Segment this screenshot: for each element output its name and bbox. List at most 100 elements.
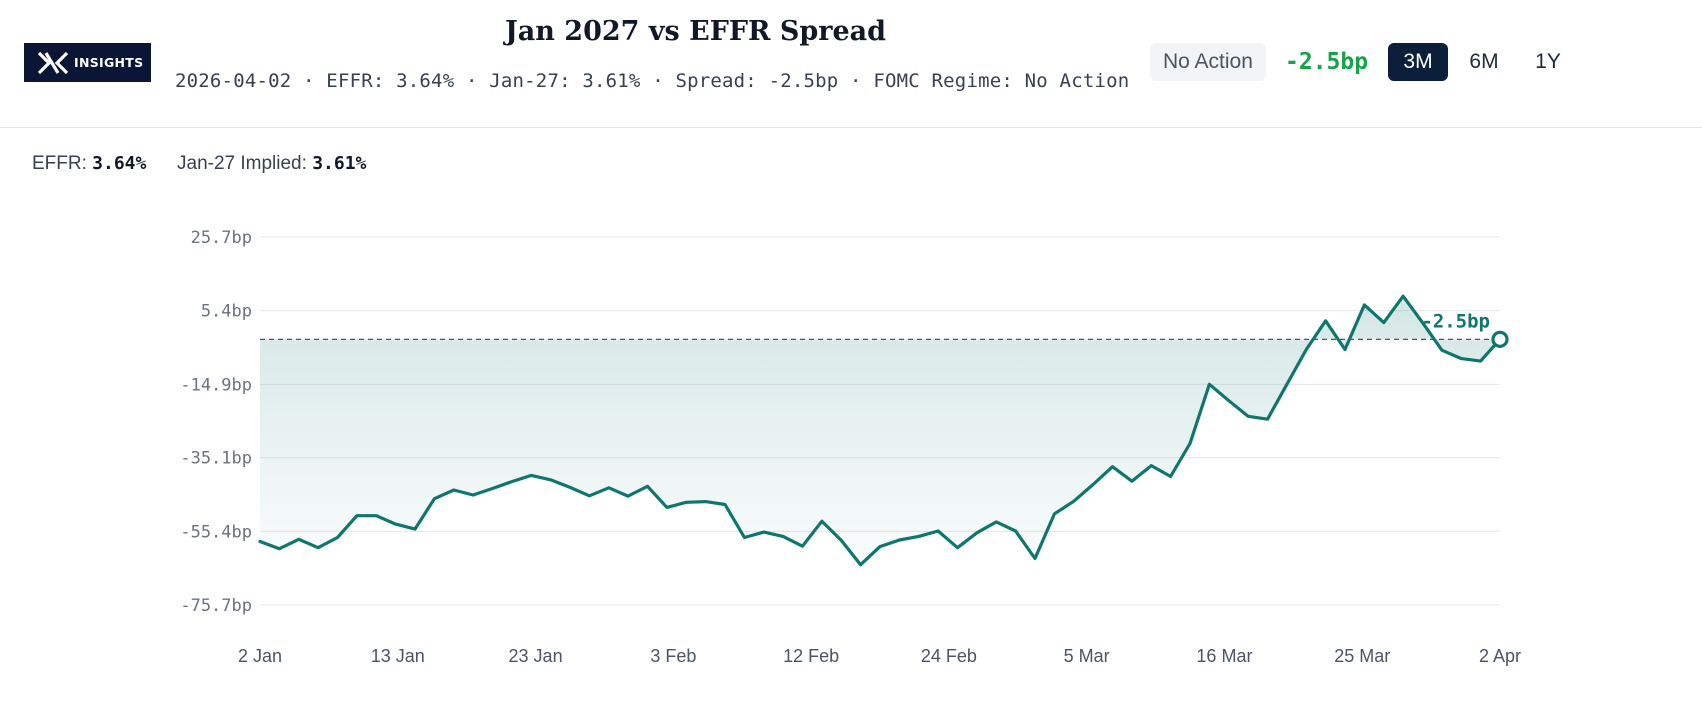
data-point[interactable] bbox=[1245, 413, 1251, 419]
x-tick-label: 2 Jan bbox=[238, 646, 282, 666]
x-tick-label: 16 Mar bbox=[1196, 646, 1252, 666]
data-point[interactable] bbox=[296, 536, 302, 542]
data-point[interactable] bbox=[800, 543, 806, 549]
effr-label: EFFR: bbox=[32, 153, 87, 174]
last-value-label: -2.5bp bbox=[1421, 310, 1490, 332]
spread-area bbox=[260, 296, 1500, 565]
regime-badge: No Action bbox=[1150, 43, 1266, 81]
data-point[interactable] bbox=[451, 487, 457, 493]
header: INSIGHTS Jan 2027 vs EFFR Spread 2026-04… bbox=[0, 0, 1702, 128]
data-point[interactable] bbox=[586, 493, 592, 499]
data-point[interactable] bbox=[548, 477, 554, 483]
data-point[interactable] bbox=[1361, 302, 1367, 308]
chart-title: Jan 2027 vs EFFR Spread bbox=[505, 16, 887, 47]
data-point[interactable] bbox=[393, 521, 399, 527]
effr-readout: EFFR: 3.64% bbox=[32, 153, 146, 175]
data-point[interactable] bbox=[1032, 556, 1038, 562]
data-point[interactable] bbox=[354, 513, 360, 519]
data-point[interactable] bbox=[1265, 416, 1271, 422]
implied-value: 3.61% bbox=[312, 153, 367, 174]
data-point[interactable] bbox=[412, 526, 418, 532]
y-tick-label: 25.7bp bbox=[191, 228, 252, 248]
data-point[interactable] bbox=[431, 496, 437, 502]
data-point[interactable] bbox=[741, 534, 747, 540]
range-button-3m[interactable]: 3M bbox=[1388, 43, 1448, 81]
data-point[interactable] bbox=[1187, 441, 1193, 447]
data-point[interactable] bbox=[1090, 482, 1096, 488]
data-point[interactable] bbox=[877, 544, 883, 550]
data-point[interactable] bbox=[1226, 398, 1232, 404]
x-tick-label: 12 Feb bbox=[783, 646, 839, 666]
data-point[interactable] bbox=[1206, 381, 1212, 387]
data-point[interactable] bbox=[1168, 474, 1174, 480]
data-point[interactable] bbox=[1400, 293, 1406, 299]
data-point[interactable] bbox=[858, 562, 864, 568]
x-tick-label: 25 Mar bbox=[1334, 646, 1390, 666]
data-point[interactable] bbox=[683, 499, 689, 505]
data-point[interactable] bbox=[1342, 347, 1348, 353]
implied-readout: Jan-27 Implied: 3.61% bbox=[177, 153, 366, 175]
data-point[interactable] bbox=[335, 534, 341, 540]
data-point[interactable] bbox=[664, 504, 670, 510]
effr-value: 3.64% bbox=[92, 153, 147, 174]
data-point[interactable] bbox=[1439, 347, 1445, 353]
data-point[interactable] bbox=[761, 529, 767, 535]
data-point[interactable] bbox=[1148, 463, 1154, 469]
data-point[interactable] bbox=[509, 479, 515, 485]
data-point[interactable] bbox=[470, 492, 476, 498]
data-point[interactable] bbox=[490, 486, 496, 492]
data-point[interactable] bbox=[1478, 358, 1484, 364]
range-button-6m[interactable]: 6M bbox=[1469, 50, 1499, 73]
x-tick-label: 5 Mar bbox=[1064, 646, 1110, 666]
logo[interactable]: INSIGHTS bbox=[24, 43, 151, 82]
data-point[interactable] bbox=[722, 501, 728, 507]
data-point[interactable] bbox=[1303, 347, 1309, 353]
data-point[interactable] bbox=[703, 499, 709, 505]
y-tick-label: 5.4bp bbox=[201, 302, 252, 322]
data-point[interactable] bbox=[373, 513, 379, 519]
data-point[interactable] bbox=[1284, 381, 1290, 387]
data-point[interactable] bbox=[1110, 464, 1116, 470]
y-tick-label: -35.1bp bbox=[180, 449, 252, 469]
y-tick-label: -55.4bp bbox=[180, 522, 252, 542]
x-axis-ticks: 2 Jan 13 Jan 23 Jan 3 Feb 12 Feb 24 Feb 5 Mar 1… bbox=[238, 646, 1521, 666]
data-point[interactable] bbox=[838, 537, 844, 543]
data-point[interactable] bbox=[1458, 356, 1464, 362]
data-point[interactable] bbox=[567, 484, 573, 490]
last-value-marker[interactable] bbox=[1491, 330, 1509, 348]
x-tick-label: 3 Feb bbox=[650, 646, 696, 666]
data-point[interactable] bbox=[528, 472, 534, 478]
spread-chart[interactable]: 25.7bp5.4bp-14.9bp-35.1bp-55.4bp-75.7bp … bbox=[0, 127, 1702, 702]
data-point[interactable] bbox=[1051, 511, 1057, 517]
range-button-1y[interactable]: 1Y bbox=[1535, 50, 1561, 73]
data-point[interactable] bbox=[315, 545, 321, 551]
y-tick-label: -14.9bp bbox=[180, 375, 252, 395]
x-tick-label: 23 Jan bbox=[509, 646, 563, 666]
data-point[interactable] bbox=[993, 519, 999, 525]
implied-label: Jan-27 Implied: bbox=[177, 153, 307, 174]
data-point[interactable] bbox=[257, 538, 263, 544]
data-point[interactable] bbox=[1013, 528, 1019, 534]
x-tick-label: 2 Apr bbox=[1479, 646, 1521, 666]
data-point[interactable] bbox=[935, 528, 941, 534]
data-point[interactable] bbox=[780, 533, 786, 539]
data-point[interactable] bbox=[1129, 478, 1135, 484]
data-point[interactable] bbox=[606, 485, 612, 491]
data-point[interactable] bbox=[955, 545, 961, 551]
data-point[interactable] bbox=[819, 518, 825, 524]
data-point[interactable] bbox=[896, 537, 902, 543]
data-point[interactable] bbox=[916, 533, 922, 539]
data-point[interactable] bbox=[276, 546, 282, 552]
y-axis-ticks: 25.7bp 5.4bp -14.9bp -35.1bp -55.4bp -75.7bp bbox=[180, 228, 252, 616]
x-tick-label: 13 Jan bbox=[371, 646, 425, 666]
chart-subtitle: 2026-04-02 · EFFR: 3.64% · Jan-27: 3.61%… bbox=[175, 70, 1130, 92]
data-point[interactable] bbox=[1381, 320, 1387, 326]
data-point[interactable] bbox=[974, 530, 980, 536]
data-point[interactable] bbox=[1071, 498, 1077, 504]
spread-value: -2.5bp bbox=[1285, 49, 1369, 75]
data-point[interactable] bbox=[625, 493, 631, 499]
logo-mark-icon bbox=[37, 51, 69, 74]
logo-text: INSIGHTS bbox=[74, 55, 144, 70]
data-point[interactable] bbox=[1323, 318, 1329, 324]
data-point[interactable] bbox=[645, 483, 651, 489]
